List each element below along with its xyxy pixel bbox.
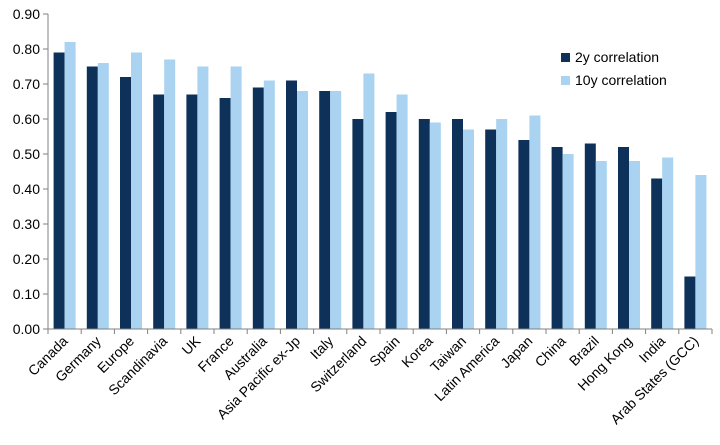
x-tick-label: Japan [497,333,535,371]
bar-2y-correlation [485,129,497,329]
legend-label: 2y correlation [575,49,659,65]
legend-swatch [561,53,570,62]
y-axis: 0.00 0.10 0.20 0.30 0.40 0.50 0.60 0.70 0.80 0.90 [13,6,49,337]
bar-2y-correlation [319,91,331,329]
bar-10y-correlation [629,161,640,329]
bar-10y-correlation [263,80,275,329]
bar-2y-correlation [551,147,563,329]
bar-10y-correlation [429,122,441,329]
bar-10y-correlation [529,115,541,329]
legend: 2y correlation 10y correlation [561,49,667,88]
bar-2y-correlation [452,119,463,329]
bar-2y-correlation [584,143,596,329]
y-tick-label: 0.00 [13,321,40,337]
bar-10y-correlation [363,73,375,329]
bar-2y-correlation [86,66,98,329]
bar-10y-correlation [297,91,308,329]
bar-10y-correlation [64,42,76,329]
bar-2y-correlation [286,80,297,329]
legend-swatch [561,76,570,85]
bar-2y-correlation [618,147,629,329]
bar-2y-correlation [385,112,397,329]
bar-10y-correlation [97,63,109,329]
bar-10y-correlation [396,94,408,329]
y-tick-label: 0.40 [13,181,40,197]
bar-2y-correlation [352,119,364,329]
y-tick-label: 0.60 [13,111,40,127]
bar-2y-correlation [186,94,198,329]
legend-label: 10y correlation [575,72,667,88]
x-tick-label: Spain [366,333,403,370]
bar-10y-correlation [131,52,142,329]
y-tick-label: 0.90 [13,6,40,22]
bar-10y-correlation [562,154,574,329]
bar-10y-correlation [595,161,607,329]
y-tick-label: 0.20 [13,251,40,267]
bar-10y-correlation [463,129,474,329]
bar-2y-correlation [651,178,663,329]
bar-10y-correlation [197,66,209,329]
bars [53,42,707,329]
bar-10y-correlation [695,175,707,329]
bar-2y-correlation [219,98,231,329]
y-tick-label: 0.70 [13,76,40,92]
bar-2y-correlation [684,276,696,329]
bar-10y-correlation [330,91,342,329]
x-tick-label: China [532,333,569,370]
bar-2y-correlation [120,77,131,329]
y-tick-label: 0.10 [13,286,40,302]
y-tick-label: 0.80 [13,41,40,57]
y-tick-label: 0.50 [13,146,40,162]
bar-10y-correlation [164,59,176,329]
x-tick-label: UK [178,332,204,358]
bar-2y-correlation [252,87,264,329]
y-tick-label: 0.30 [13,216,40,232]
bar-10y-correlation [496,119,508,329]
bar-2y-correlation [518,140,530,329]
bar-10y-correlation [662,157,674,329]
bar-2y-correlation [153,94,165,329]
bar-2y-correlation [418,119,430,329]
bar-10y-correlation [230,66,242,329]
bar-2y-correlation [53,52,65,329]
